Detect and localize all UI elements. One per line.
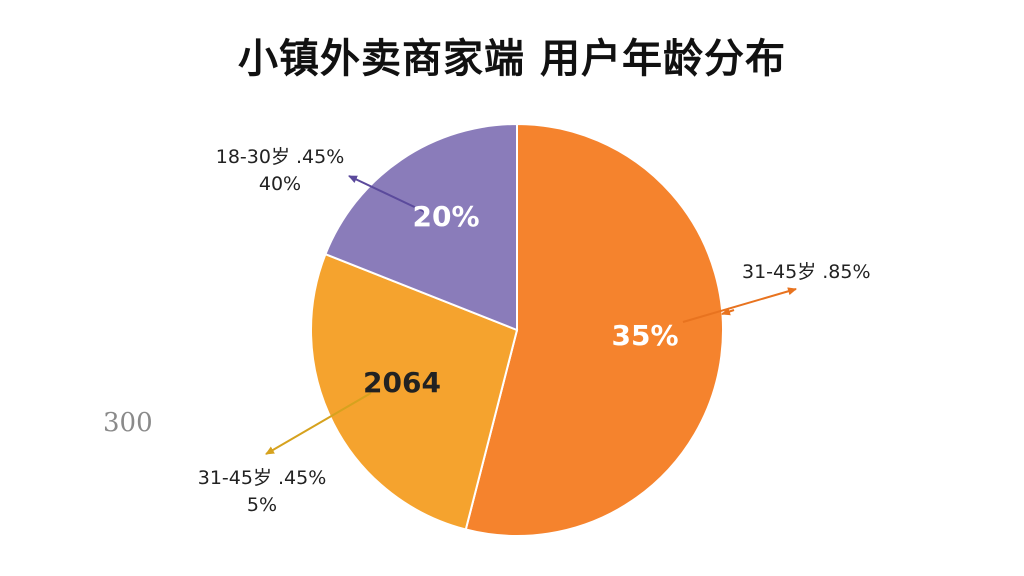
arrow-amber <box>265 392 372 455</box>
slice-label-orange: 35% <box>611 319 678 352</box>
pie-slice-orange <box>464 122 724 537</box>
arrow-tail-orange <box>721 307 735 316</box>
callout-line: 18-30岁 .45% <box>216 146 345 168</box>
callout-line: 31-45岁 .45% <box>198 467 327 489</box>
label-arrows <box>265 175 797 455</box>
callout-line: 5% <box>247 494 277 516</box>
callout-line: 31-45岁 .85% <box>742 261 871 283</box>
pie-slice-purple <box>324 122 518 332</box>
pie-slices <box>310 122 724 537</box>
slice-label-purple: 20% <box>412 200 479 233</box>
slice-label-amber: 2064 <box>363 366 441 399</box>
arrow-orange <box>682 287 797 323</box>
callout-label-amber: 31-45岁 .45% 5% <box>198 467 327 516</box>
callout-line: 40% <box>259 173 301 195</box>
callout-label-purple: 18-30岁 .45% 40% <box>216 146 345 195</box>
pie-slice-amber <box>310 252 519 531</box>
callout-label-orange: 31-45岁 .85% <box>742 261 871 283</box>
stray-number-label: 300 <box>103 408 153 438</box>
arrow-purple <box>348 175 426 213</box>
pie-labels: 35% 31-45岁 .85% 2064 31-45岁 .45% 5% 20% 18-30岁… <box>198 146 871 516</box>
chart-title: 小镇外卖商家端 用户年龄分布 <box>238 36 786 82</box>
